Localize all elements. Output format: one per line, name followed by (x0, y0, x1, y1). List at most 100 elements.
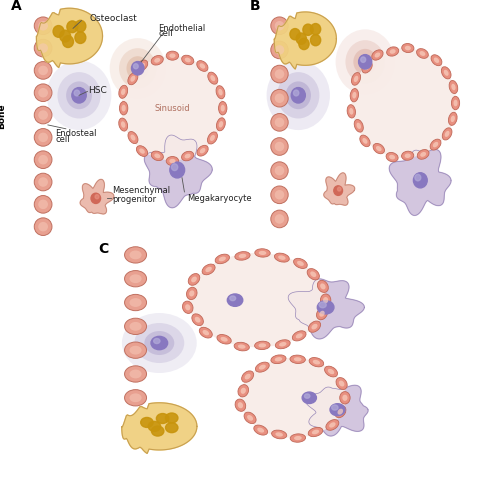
Ellipse shape (130, 135, 136, 140)
Ellipse shape (34, 17, 52, 35)
Circle shape (66, 81, 92, 109)
Ellipse shape (200, 148, 205, 154)
Ellipse shape (34, 173, 52, 191)
Circle shape (131, 62, 144, 75)
Circle shape (151, 426, 164, 436)
Ellipse shape (451, 96, 460, 110)
Ellipse shape (433, 142, 438, 147)
Ellipse shape (202, 264, 215, 275)
Ellipse shape (389, 155, 395, 159)
Ellipse shape (188, 274, 200, 285)
Ellipse shape (129, 274, 142, 283)
Ellipse shape (125, 247, 147, 263)
Ellipse shape (402, 44, 414, 52)
Ellipse shape (308, 427, 323, 436)
Ellipse shape (130, 76, 136, 82)
Circle shape (72, 87, 86, 103)
Circle shape (303, 24, 313, 35)
Ellipse shape (166, 156, 179, 166)
Polygon shape (144, 135, 212, 208)
Ellipse shape (219, 121, 223, 127)
Circle shape (338, 187, 341, 191)
Ellipse shape (125, 342, 147, 358)
Ellipse shape (329, 422, 336, 428)
Ellipse shape (207, 132, 217, 144)
Ellipse shape (38, 177, 48, 187)
Ellipse shape (271, 41, 288, 59)
Circle shape (285, 81, 311, 109)
Ellipse shape (208, 72, 218, 84)
Polygon shape (189, 254, 326, 347)
Ellipse shape (320, 294, 331, 306)
Ellipse shape (338, 409, 343, 415)
Ellipse shape (170, 53, 175, 58)
Circle shape (359, 54, 372, 69)
Circle shape (119, 48, 156, 88)
Ellipse shape (139, 63, 145, 68)
Ellipse shape (420, 51, 425, 56)
Ellipse shape (259, 251, 266, 255)
Ellipse shape (272, 430, 287, 439)
Circle shape (110, 38, 166, 98)
Ellipse shape (191, 277, 197, 282)
Ellipse shape (254, 425, 268, 435)
Ellipse shape (417, 49, 428, 58)
Ellipse shape (430, 139, 441, 150)
Circle shape (290, 29, 300, 40)
Ellipse shape (205, 267, 212, 272)
Ellipse shape (199, 327, 212, 338)
Ellipse shape (129, 369, 142, 379)
Ellipse shape (271, 114, 288, 131)
Ellipse shape (448, 112, 457, 125)
Ellipse shape (235, 399, 246, 411)
Ellipse shape (449, 81, 458, 94)
Ellipse shape (350, 88, 358, 102)
Ellipse shape (275, 93, 284, 103)
Ellipse shape (352, 92, 356, 99)
Ellipse shape (259, 343, 266, 347)
Ellipse shape (38, 21, 48, 31)
Ellipse shape (34, 39, 52, 57)
Ellipse shape (294, 259, 308, 268)
Ellipse shape (34, 84, 52, 102)
Ellipse shape (255, 341, 270, 349)
Ellipse shape (275, 190, 284, 200)
Circle shape (151, 336, 168, 350)
Ellipse shape (290, 434, 306, 442)
Circle shape (299, 38, 309, 50)
Text: A: A (11, 0, 22, 13)
Ellipse shape (217, 334, 231, 344)
Circle shape (267, 61, 330, 130)
Ellipse shape (238, 384, 249, 397)
Ellipse shape (319, 311, 325, 317)
Ellipse shape (154, 58, 160, 63)
Ellipse shape (271, 65, 288, 83)
Ellipse shape (166, 51, 179, 60)
Ellipse shape (210, 135, 215, 141)
Ellipse shape (326, 419, 339, 430)
Ellipse shape (309, 358, 324, 367)
Ellipse shape (323, 297, 328, 303)
Ellipse shape (442, 128, 452, 140)
Ellipse shape (129, 346, 142, 355)
Circle shape (302, 392, 317, 403)
Ellipse shape (420, 152, 426, 157)
Ellipse shape (182, 301, 193, 313)
Ellipse shape (313, 360, 320, 364)
Ellipse shape (197, 145, 208, 156)
Ellipse shape (186, 287, 197, 299)
Ellipse shape (386, 153, 398, 162)
Ellipse shape (218, 89, 223, 95)
Ellipse shape (203, 330, 209, 335)
Ellipse shape (137, 146, 148, 156)
Ellipse shape (129, 298, 142, 307)
Ellipse shape (34, 218, 52, 236)
Ellipse shape (247, 415, 253, 421)
Ellipse shape (121, 88, 125, 95)
Circle shape (156, 414, 169, 423)
Text: cell: cell (55, 135, 70, 144)
Circle shape (336, 29, 395, 94)
Ellipse shape (275, 21, 284, 31)
Circle shape (296, 33, 307, 44)
Ellipse shape (38, 222, 48, 231)
